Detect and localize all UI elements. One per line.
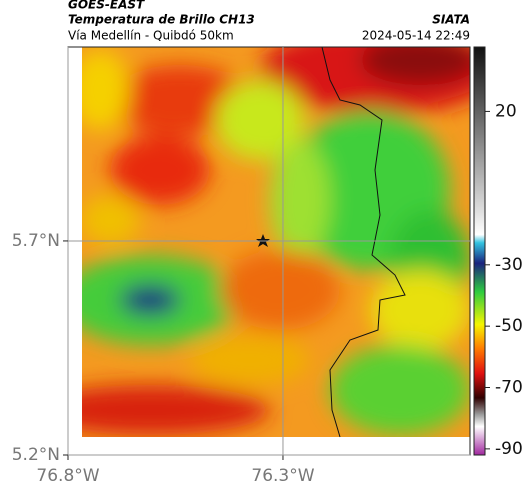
colorbar-tick-label: -70 — [495, 378, 523, 398]
colorbar-tick-label: -50 — [495, 316, 523, 336]
colorbar-tick-label: -90 — [495, 439, 523, 459]
x-tick-label: 76.3°W — [251, 466, 314, 486]
colorbar-tick-label: 20 — [495, 101, 517, 121]
x-tick-label: 76.8°W — [36, 466, 99, 486]
title: Temperatura de Brillo CH13 — [68, 13, 255, 27]
temperature-field — [82, 47, 470, 437]
colorbar-tick-label: -30 — [495, 255, 523, 275]
y-tick-label: 5.2°N — [12, 445, 60, 465]
product: GOES-EAST — [68, 0, 145, 12]
source: SIATA — [432, 13, 470, 27]
border — [321, 46, 406, 438]
timestamp: 2024-05-14 22:49 — [362, 29, 470, 43]
colorbar — [473, 46, 486, 456]
subtitle: Vía Medellín - Quibdó 50km — [68, 29, 234, 43]
y-tick-label: 5.7°N — [12, 231, 60, 251]
